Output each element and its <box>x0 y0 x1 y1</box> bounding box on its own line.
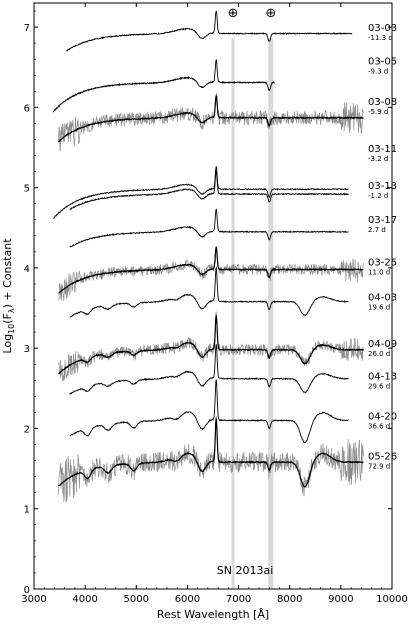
plot-frame <box>33 2 393 590</box>
phase-label-03-05: -9.3 d <box>368 68 388 76</box>
x-tick-label-4000: 4000 <box>72 594 97 605</box>
spectrum-04-13 <box>69 344 349 395</box>
y-axis-label: Log10(Fλ) + Constant <box>1 238 16 354</box>
date-label-04-03: 04-03 <box>368 293 397 304</box>
phase-label-04-03: 19.6 d <box>368 304 390 312</box>
telluric-symbol-2: ⊕ <box>265 6 276 21</box>
y-tick-label-2: 2 <box>24 424 30 435</box>
telluric-bands: ⊕ ⊕ <box>227 6 276 589</box>
y-tick-label-4: 4 <box>24 264 30 275</box>
phase-label-03-13: -1.2 d <box>368 192 388 200</box>
spectra-series <box>52 10 364 503</box>
spectrum-raw-03-25 <box>58 247 364 301</box>
date-label-03-11: 03-11 <box>368 144 397 155</box>
spectrum-03-25 <box>58 246 364 294</box>
spectrum-labels: 03-03-11.3 d03-05-9.3 d03-08-5.9 d03-11-… <box>368 23 397 471</box>
y-tick-label-1: 1 <box>24 505 30 516</box>
spectrum-03-03 <box>66 10 353 52</box>
date-label-03-05: 03-05 <box>368 57 397 68</box>
x-tick-label-8000: 8000 <box>277 594 302 605</box>
spectrum-03-08 <box>58 95 364 143</box>
phase-label-03-25: 11.0 d <box>368 268 390 276</box>
x-axis-label: Rest Wavelength [Å] <box>157 608 269 621</box>
spectrum-03-17 <box>69 208 349 248</box>
phase-label-04-20: 36.6 d <box>368 422 390 430</box>
telluric-symbol-1: ⊕ <box>227 6 238 21</box>
y-tick-label-0: 0 <box>24 585 30 596</box>
y-tick-label-5: 5 <box>24 184 30 195</box>
y-tick-label-3: 3 <box>24 344 30 355</box>
phase-label-05-26: 72.9 d <box>368 463 390 471</box>
phase-label-03-17: 2.7 d <box>368 226 386 234</box>
date-label-05-26: 05-26 <box>368 452 397 463</box>
x-tick-label-6000: 6000 <box>175 594 200 605</box>
x-tick-label-5000: 5000 <box>124 594 149 605</box>
x-tick-label-10000: 10000 <box>376 594 408 605</box>
telluric-band-2 <box>268 38 274 589</box>
date-label-03-25: 03-25 <box>368 257 397 268</box>
x-axis-ticks: 3000 4000 5000 6000 7000 8000 9000 10000 <box>21 3 408 605</box>
sn-annotation: SN 2013ai <box>217 564 274 577</box>
x-tick-label-3000: 3000 <box>21 594 46 605</box>
phase-label-03-08: -5.9 d <box>368 108 388 116</box>
spectrum-03-11 <box>53 166 349 220</box>
date-label-03-08: 03-08 <box>368 97 397 108</box>
y-tick-label-6: 6 <box>24 103 30 114</box>
date-label-03-03: 03-03 <box>368 23 397 34</box>
spectrum-03-05 <box>52 59 275 113</box>
x-tick-label-9000: 9000 <box>328 594 353 605</box>
spectrum-05-26 <box>58 418 364 488</box>
y-axis-ticks: 0 1 2 3 4 5 6 7 <box>24 10 392 596</box>
spectrum-04-03 <box>69 266 349 318</box>
phase-label-04-13: 29.6 d <box>368 382 390 390</box>
date-label-04-20: 04-20 <box>368 411 397 422</box>
date-label-04-13: 04-13 <box>368 371 397 382</box>
spectrum-04-09 <box>58 315 364 375</box>
date-label-03-17: 03-17 <box>368 215 397 226</box>
spectrum-raw-04-09 <box>58 311 364 382</box>
phase-label-04-09: 26.0 d <box>368 350 390 358</box>
date-label-03-13: 03-13 <box>368 181 397 192</box>
date-label-04-09: 04-09 <box>368 339 397 350</box>
telluric-band-1 <box>231 38 235 589</box>
y-tick-label-7: 7 <box>24 23 30 34</box>
spectrum-04-20 <box>69 379 349 444</box>
phase-label-03-03: -11.3 d <box>368 34 393 42</box>
x-tick-label-7000: 7000 <box>226 594 251 605</box>
spectrum-03-13 <box>69 170 349 211</box>
phase-label-03-11: -3.2 d <box>368 155 388 163</box>
